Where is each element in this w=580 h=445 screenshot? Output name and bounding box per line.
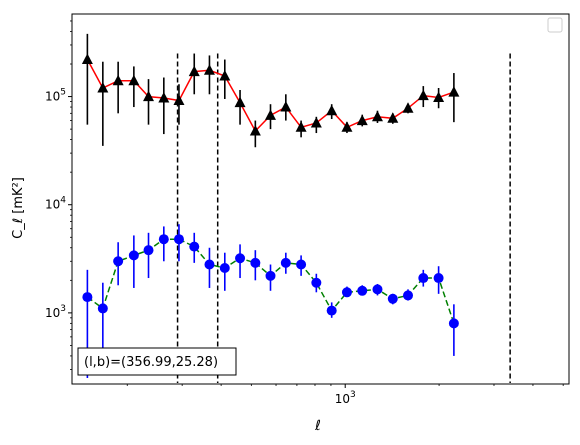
triangle-marker: [234, 96, 246, 108]
data-series: [82, 224, 459, 378]
y-axis-label: C_ℓ [mK²]: [11, 177, 26, 239]
triangle-marker: [203, 64, 215, 75]
triangle-marker: [143, 90, 155, 102]
circle-marker: [219, 262, 230, 273]
circle-marker: [280, 257, 291, 268]
triangle-marker: [371, 110, 383, 122]
triangle-marker: [341, 121, 353, 132]
circle-marker: [296, 259, 307, 270]
triangle-marker: [249, 125, 261, 136]
circle-marker: [158, 234, 169, 245]
circle-marker: [265, 270, 276, 281]
circle-marker: [113, 256, 124, 267]
series-layer: [81, 33, 460, 378]
legend-box: [547, 17, 563, 33]
data-series: [81, 33, 460, 148]
triangle-marker: [112, 74, 124, 86]
triangle-marker: [310, 116, 322, 128]
plot-area: [72, 14, 569, 384]
circle-marker: [97, 303, 108, 314]
x-axis-ticks: 103: [126, 384, 564, 406]
circle-marker: [82, 292, 93, 303]
circle-marker: [418, 273, 429, 284]
triangle-marker: [326, 104, 338, 116]
circle-marker: [403, 290, 414, 301]
triangle-marker: [265, 109, 277, 120]
x-tick-label: 103: [335, 390, 356, 406]
x-axis-label: ℓ: [314, 418, 321, 434]
triangle-marker: [433, 91, 445, 103]
circle-marker: [204, 259, 215, 270]
triangle-marker: [448, 86, 460, 97]
triangle-marker: [97, 82, 109, 93]
triangle-marker: [387, 112, 399, 123]
triangle-marker: [173, 94, 185, 105]
annotation-text: (l,b)=(356.99,25.28): [84, 355, 218, 370]
circle-marker: [387, 293, 398, 304]
circle-marker: [341, 287, 352, 298]
circle-marker: [235, 253, 246, 264]
triangle-marker: [402, 102, 414, 113]
triangle-marker: [417, 89, 429, 101]
circle-marker: [433, 273, 444, 284]
circle-marker: [189, 241, 200, 252]
y-axis-ticks: 103 104 105: [45, 20, 72, 370]
y-tick-label: 103: [45, 304, 66, 320]
triangle-marker: [219, 69, 231, 81]
triangle-marker: [280, 101, 292, 112]
circle-marker: [448, 318, 459, 329]
circle-marker: [250, 257, 261, 268]
circle-marker: [173, 234, 184, 245]
annotation-box: (l,b)=(356.99,25.28): [77, 347, 237, 376]
y-tick-label: 105: [45, 88, 66, 104]
vertical-lines: [176, 53, 511, 383]
triangle-marker: [128, 74, 140, 86]
plot-frame: [71, 13, 570, 385]
circle-marker: [143, 245, 154, 256]
circle-marker: [311, 277, 322, 288]
triangle-marker: [295, 121, 307, 132]
triangle-marker: [81, 53, 93, 65]
circle-marker: [372, 284, 383, 295]
triangle-marker: [158, 91, 170, 103]
circle-marker: [326, 305, 337, 316]
triangle-marker: [188, 65, 200, 77]
triangle-marker: [356, 114, 368, 126]
y-tick-label: 104: [45, 196, 66, 212]
circle-marker: [357, 285, 368, 296]
circle-marker: [128, 250, 139, 261]
